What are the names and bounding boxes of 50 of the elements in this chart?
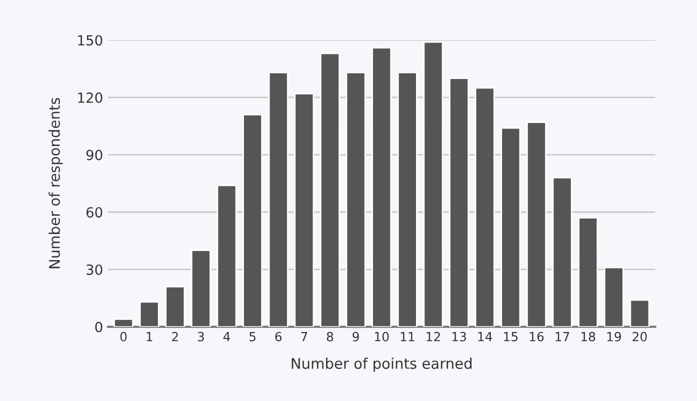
y-tick-label: 90: [86, 150, 102, 160]
bar: [242, 114, 263, 327]
bar: [423, 41, 444, 327]
bar: [604, 266, 624, 327]
bar: [500, 127, 521, 327]
bar: [526, 122, 546, 327]
bar: [190, 250, 211, 327]
bar: [165, 286, 186, 327]
x-tick-label: 3: [198, 332, 204, 342]
x-tick-label: 20: [632, 332, 647, 342]
bar: [474, 87, 495, 327]
x-tick-label: 5: [250, 332, 256, 342]
x-tick-label: 2: [172, 332, 178, 342]
x-tick-label: 16: [530, 332, 544, 342]
x-tick-label: 8: [326, 332, 334, 342]
x-tick-label: 12: [426, 332, 440, 342]
bar: [372, 47, 392, 327]
x-tick-label: 9: [352, 332, 359, 342]
bar: [216, 184, 237, 327]
x-tick-label: 17: [556, 332, 570, 342]
bar: [552, 177, 572, 327]
y-tick-label: 120: [78, 92, 102, 103]
y-tick-label: 30: [86, 264, 102, 275]
bar: [578, 217, 598, 327]
x-tick-label: 7: [301, 332, 308, 342]
bar: [346, 72, 366, 327]
x-tick-label: 15: [504, 332, 518, 342]
x-tick-label: 6: [275, 332, 282, 342]
x-tick-label: 0: [120, 332, 127, 342]
x-tick-label: 14: [478, 332, 492, 342]
bar: [139, 301, 160, 327]
bar: [449, 78, 470, 327]
x-tick-label: 10: [375, 332, 389, 342]
bar: [268, 72, 288, 327]
bar: [114, 318, 134, 327]
bar: [294, 92, 314, 327]
x-tick-label: 19: [607, 332, 621, 342]
x-tick-label: 11: [400, 332, 414, 342]
bar: [320, 52, 340, 327]
bar: [630, 299, 650, 327]
x-axis-title: Number of points earned: [292, 358, 472, 372]
y-tick-label: 0: [95, 322, 102, 332]
y-axis-title: Number of respondents: [48, 98, 63, 268]
x-tick-label: 18: [581, 332, 596, 342]
y-tick-label: 150: [78, 35, 102, 46]
y-tick-label: 60: [86, 207, 102, 218]
x-tick-label: 1: [146, 332, 152, 342]
x-tick-label: 4: [223, 332, 230, 342]
x-tick-label: 13: [452, 332, 466, 342]
bar: [397, 72, 418, 327]
